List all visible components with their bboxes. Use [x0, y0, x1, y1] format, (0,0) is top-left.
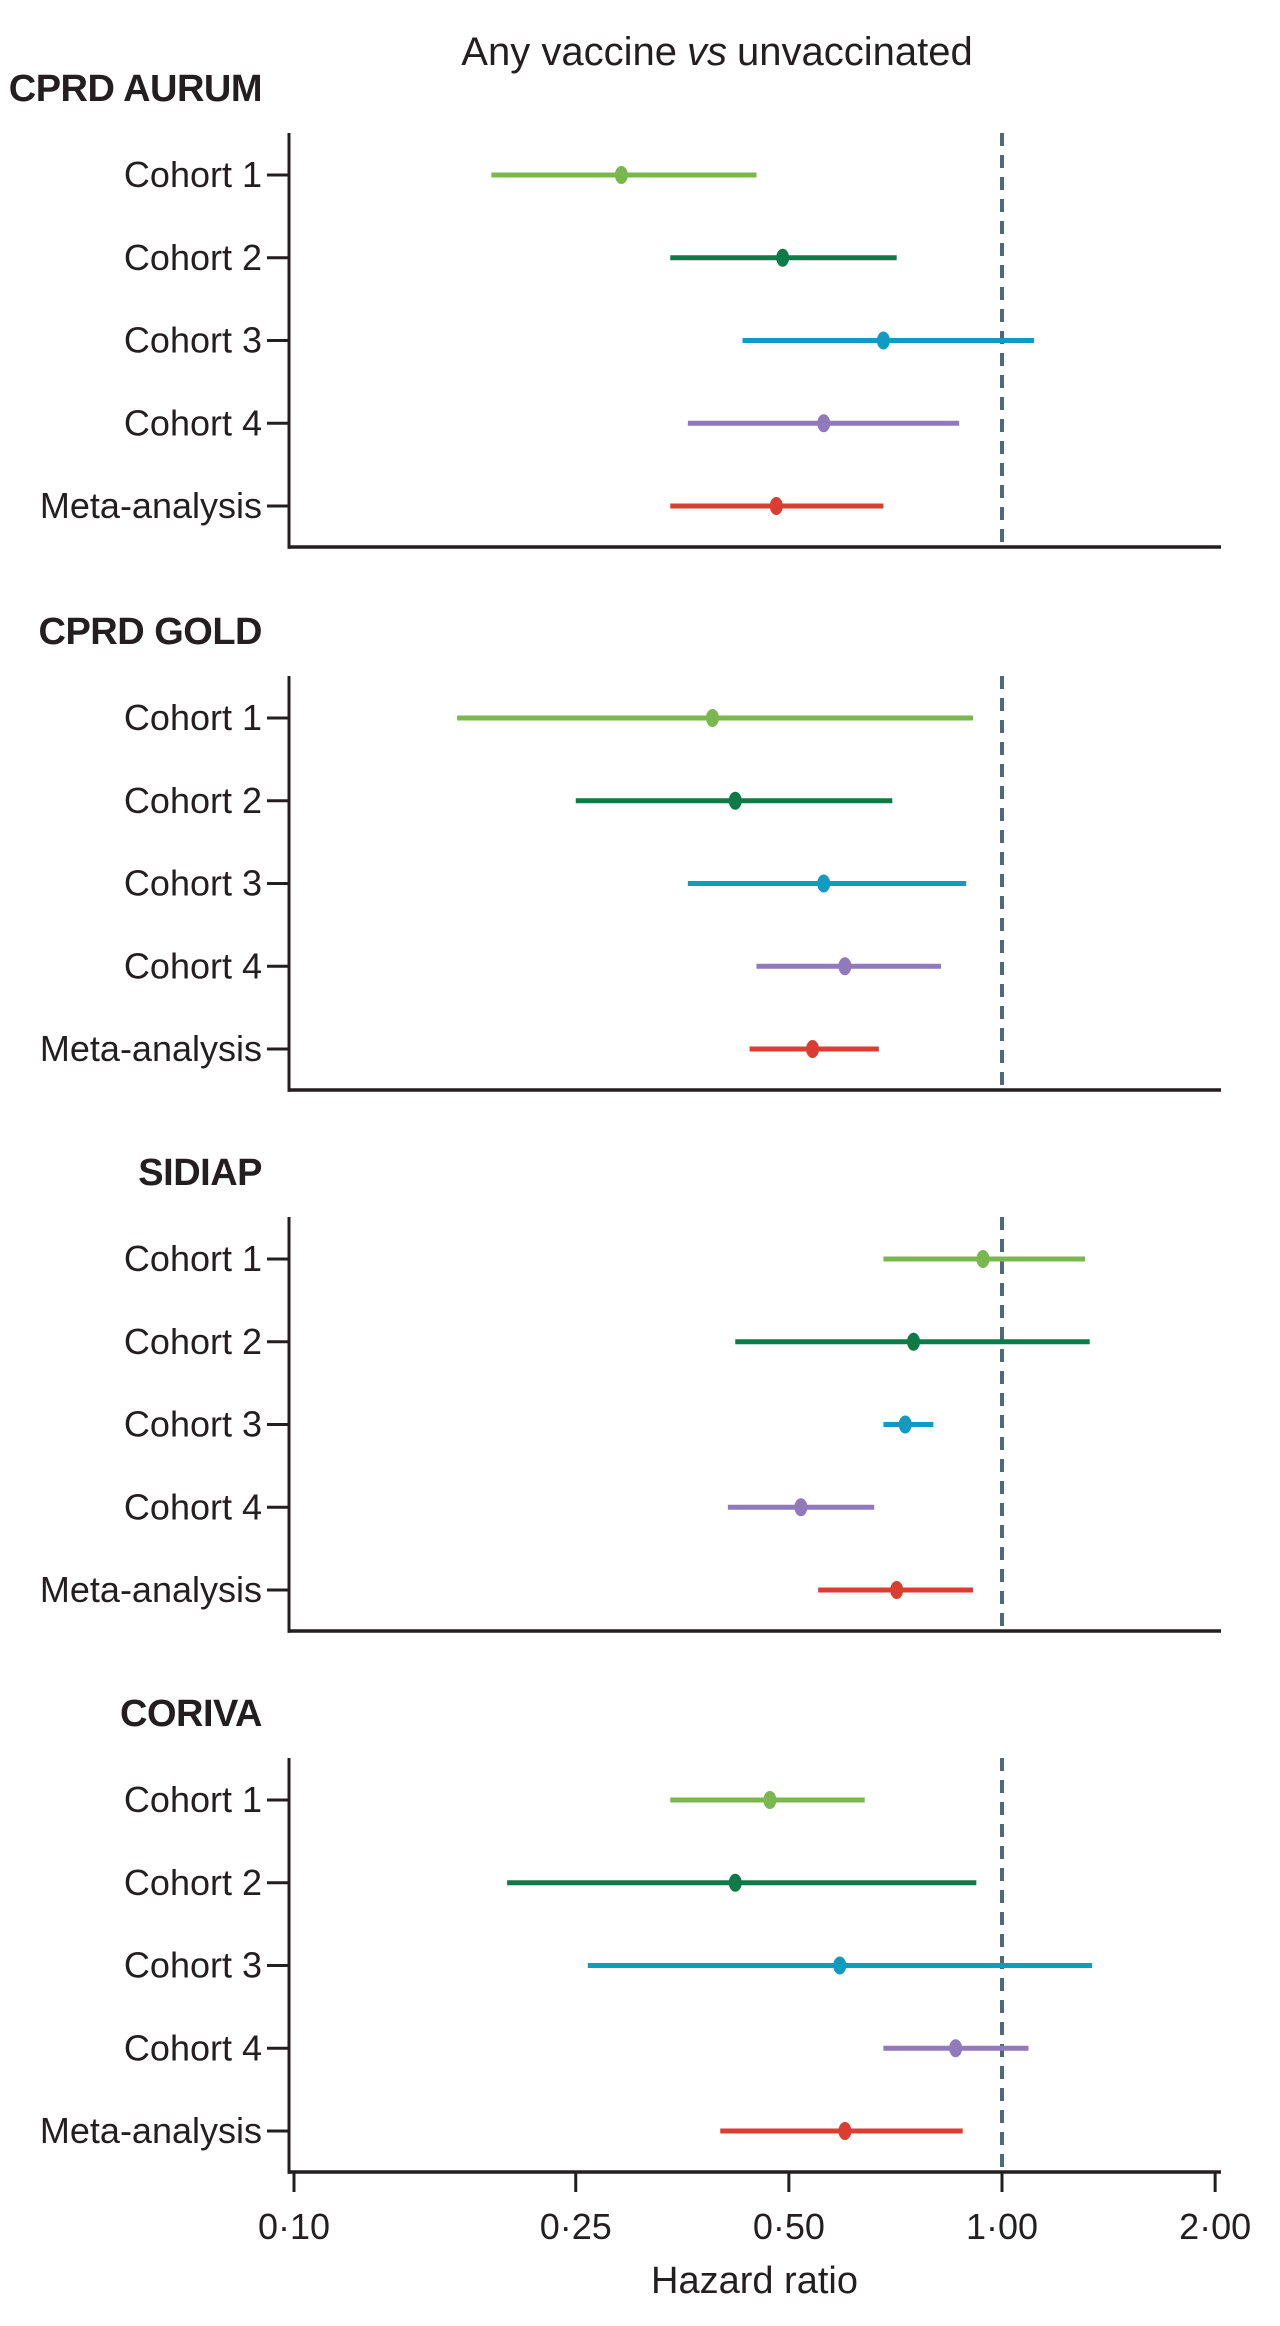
- point-estimate-marker: [898, 1415, 912, 1434]
- forest-row-cohort-2: Cohort 2: [124, 237, 897, 278]
- row-label: Meta-analysis: [40, 485, 262, 526]
- point-estimate-marker: [817, 874, 831, 893]
- panel-title-cprd-gold: CPRD GOLD: [39, 611, 263, 653]
- figure-title-vs: vs: [686, 30, 727, 74]
- x-axis-tick-label: 0·50: [753, 2206, 825, 2247]
- forest-row-cohort-1: Cohort 1: [124, 1238, 1086, 1279]
- forest-row-cohort-3: Cohort 3: [124, 863, 967, 904]
- figure-title-suffix: unvaccinated: [736, 30, 973, 74]
- forest-row-meta-analysis: Meta-analysis: [40, 2110, 963, 2151]
- point-estimate-marker: [728, 791, 742, 810]
- forest-row-cohort-2: Cohort 2: [124, 1321, 1090, 1362]
- forest-row-cohort-2: Cohort 2: [124, 780, 893, 821]
- forest-row-meta-analysis: Meta-analysis: [40, 1028, 879, 1069]
- forest-row-cohort-4: Cohort 4: [124, 1486, 875, 1527]
- row-label: Cohort 4: [124, 402, 262, 443]
- point-estimate-marker: [776, 248, 790, 267]
- forest-row-meta-analysis: Meta-analysis: [40, 1569, 974, 1610]
- forest-row-cohort-3: Cohort 3: [124, 320, 1035, 361]
- row-label: Cohort 1: [124, 697, 262, 738]
- x-axis-tick-label: 2·00: [1179, 2206, 1251, 2247]
- point-estimate-marker: [794, 1498, 808, 1517]
- point-estimate-marker: [876, 331, 890, 350]
- point-estimate-marker: [890, 1581, 904, 1599]
- row-label: Cohort 3: [124, 1945, 262, 1986]
- figure-title-prefix: Any vaccine: [461, 30, 677, 74]
- row-label: Cohort 3: [124, 1404, 262, 1445]
- point-estimate-marker: [769, 497, 783, 515]
- panel-sidiap: SIDIAP Cohort 1 Cohort 2 Cohort 3 Cohort 4 Me…: [40, 1152, 1221, 1633]
- x-axis-tick-label: 0·10: [258, 2206, 330, 2247]
- panel-cprd-aurum: CPRD AURUM Cohort 1 Cohort 2 Cohort 3 Cohort…: [9, 68, 1221, 549]
- forest-row-meta-analysis: Meta-analysis: [40, 485, 884, 526]
- forest-row-cohort-1: Cohort 1: [124, 154, 757, 195]
- row-label: Meta-analysis: [40, 1028, 262, 1069]
- panel-coriva: CORIVA Cohort 1 Cohort 2 Cohort 3 Cohort 4 Me…: [40, 1693, 1251, 2247]
- row-label: Cohort 1: [124, 154, 262, 195]
- point-estimate-marker: [817, 414, 831, 433]
- forest-row-cohort-4: Cohort 4: [124, 2027, 1029, 2068]
- point-estimate-marker: [949, 2039, 963, 2058]
- point-estimate-marker: [728, 1873, 742, 1892]
- point-estimate-marker: [806, 1040, 820, 1058]
- row-label: Cohort 2: [124, 780, 262, 821]
- panel-cprd-gold: CPRD GOLD Cohort 1 Cohort 2 Cohort 3 Cohort …: [39, 611, 1221, 1092]
- point-estimate-marker: [833, 1956, 847, 1975]
- row-label: Cohort 3: [124, 863, 262, 904]
- row-label: Cohort 2: [124, 1862, 262, 1903]
- row-label: Cohort 1: [124, 1779, 262, 1820]
- x-axis-tick-label: 1·00: [966, 2206, 1038, 2247]
- panel-title-coriva: CORIVA: [120, 1693, 262, 1735]
- forest-row-cohort-3: Cohort 3: [124, 1945, 1092, 1986]
- row-label: Meta-analysis: [40, 2110, 262, 2151]
- row-label: Cohort 4: [124, 1486, 262, 1527]
- forest-row-cohort-3: Cohort 3: [124, 1404, 934, 1445]
- forest-row-cohort-1: Cohort 1: [124, 697, 974, 738]
- forest-row-cohort-4: Cohort 4: [124, 402, 960, 443]
- forest-row-cohort-2: Cohort 2: [124, 1862, 977, 1903]
- figure-title: Any vaccine vs unvaccinated: [167, 30, 1267, 74]
- point-estimate-marker: [763, 1791, 777, 1809]
- forest-row-cohort-1: Cohort 1: [124, 1779, 865, 1820]
- point-estimate-marker: [705, 709, 719, 727]
- row-label: Cohort 1: [124, 1238, 262, 1279]
- x-axis-tick-label: 0·25: [540, 2206, 612, 2247]
- row-label: Cohort 2: [124, 1321, 262, 1362]
- forest-row-cohort-4: Cohort 4: [124, 945, 941, 986]
- point-estimate-marker: [976, 1250, 990, 1268]
- point-estimate-marker: [838, 957, 852, 976]
- panel-title-cprd-aurum: CPRD AURUM: [9, 68, 262, 110]
- point-estimate-marker: [838, 2122, 852, 2140]
- panel-title-sidiap: SIDIAP: [138, 1152, 262, 1194]
- row-label: Cohort 3: [124, 320, 262, 361]
- point-estimate-marker: [614, 166, 628, 184]
- point-estimate-marker: [907, 1332, 921, 1351]
- row-label: Cohort 4: [124, 945, 262, 986]
- row-label: Meta-analysis: [40, 1569, 262, 1610]
- row-label: Cohort 2: [124, 237, 262, 278]
- row-label: Cohort 4: [124, 2027, 262, 2068]
- x-axis-label: Hazard ratio: [651, 2260, 858, 2302]
